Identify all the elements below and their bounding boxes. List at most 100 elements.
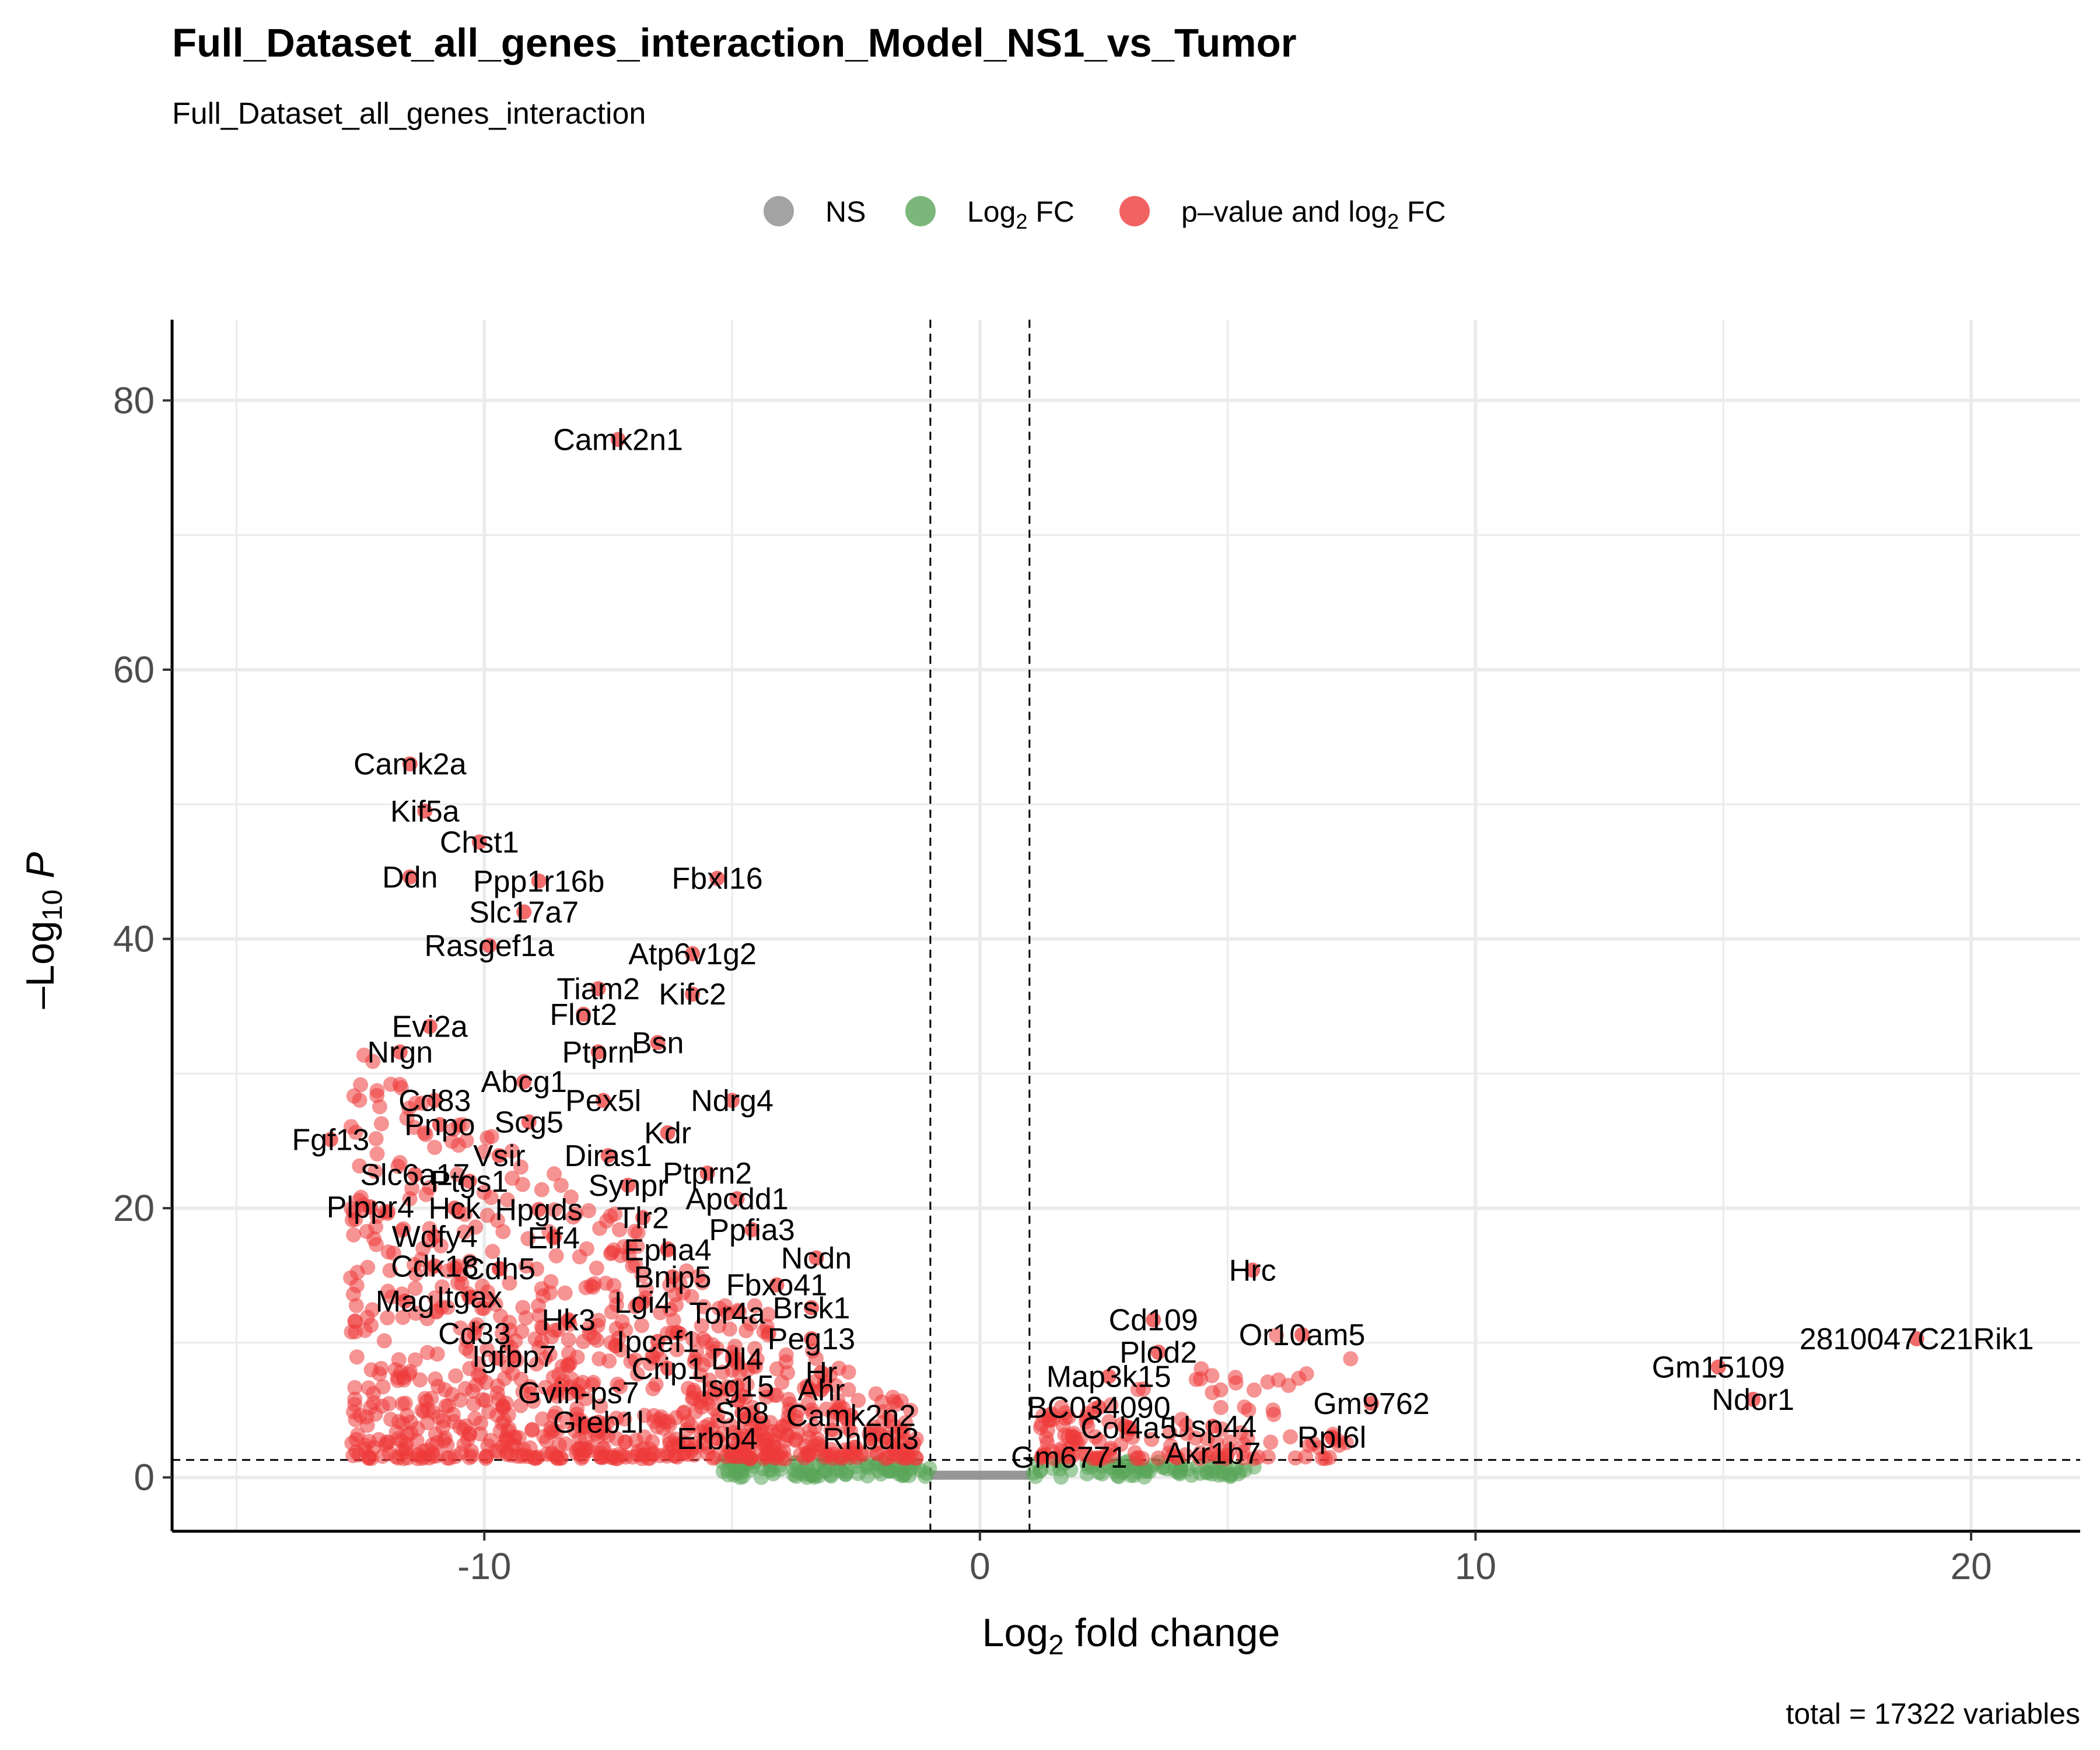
data-point-significant	[390, 1158, 406, 1174]
data-point-significant	[499, 1192, 515, 1208]
gene-label: Ptgs1	[430, 1165, 508, 1199]
data-point-significant	[515, 1300, 531, 1315]
data-point-significant	[586, 1374, 601, 1390]
data-point-significant	[547, 1202, 562, 1217]
data-point-fc	[860, 1468, 876, 1484]
labeled-point	[610, 432, 626, 447]
data-point-significant	[645, 1447, 661, 1463]
data-point-significant	[414, 1096, 430, 1111]
labeled-point	[576, 1006, 592, 1022]
gene-label: Mag	[376, 1284, 435, 1318]
data-point-significant	[1085, 1451, 1101, 1466]
data-point-significant	[576, 1334, 592, 1349]
data-point-significant	[614, 1314, 630, 1329]
data-point-significant	[1054, 1399, 1069, 1415]
gene-label: Cdk18	[391, 1250, 478, 1283]
labeled-point	[724, 1093, 740, 1108]
labeled-point	[729, 1351, 745, 1367]
data-point-significant	[592, 1220, 608, 1236]
data-point-significant	[366, 1395, 382, 1410]
gene-label: Ddn	[382, 860, 438, 894]
data-point-significant	[557, 1285, 573, 1301]
data-point-significant	[842, 1445, 858, 1461]
data-point-significant	[1113, 1437, 1129, 1452]
y-tick-label: 20	[113, 1187, 155, 1229]
labeled-point	[531, 873, 547, 889]
labeled-point	[709, 1430, 725, 1446]
data-point-significant	[1150, 1450, 1166, 1466]
data-points	[323, 432, 1924, 1485]
chart-title: Full_Dataset_all_genes_interaction_Model…	[172, 20, 1297, 65]
gene-label: Or10am5	[1239, 1318, 1366, 1352]
data-point-significant	[589, 1260, 604, 1276]
gene-label: Col4a5	[1080, 1411, 1177, 1445]
data-point-significant	[581, 1203, 597, 1219]
gene-label: Peg13	[768, 1322, 855, 1356]
gene-label: Fbxo41	[726, 1269, 827, 1303]
gene-label: Bsn	[632, 1026, 684, 1060]
labeled-point	[461, 1173, 477, 1189]
data-point-significant	[382, 1396, 397, 1412]
gene-label: Rhbdl3	[823, 1422, 919, 1456]
data-point-fc	[824, 1468, 839, 1484]
labeled-point	[481, 938, 497, 954]
data-point-significant	[1317, 1451, 1333, 1466]
data-point-significant	[1222, 1434, 1237, 1450]
data-point-significant	[478, 1448, 494, 1464]
gene-label: Bnip5	[634, 1261, 712, 1294]
data-point-significant	[869, 1446, 885, 1461]
labeled-point	[1245, 1262, 1261, 1278]
data-point-significant	[491, 1444, 507, 1460]
data-point-significant	[349, 1349, 365, 1365]
data-point-significant	[359, 1224, 374, 1240]
data-point-fc	[1192, 1465, 1208, 1481]
data-point-fc	[1079, 1466, 1095, 1482]
gene-label: Nrgn	[367, 1035, 433, 1069]
data-point-significant	[715, 1364, 730, 1380]
labeled-point	[813, 1382, 829, 1398]
gene-label: Scg5	[494, 1105, 564, 1139]
labeled-point	[590, 981, 606, 996]
data-point-significant	[343, 1119, 359, 1135]
data-point-significant	[491, 1351, 507, 1367]
labeled-point	[803, 1331, 819, 1346]
labeled-point	[1121, 1420, 1136, 1436]
data-point-significant	[461, 1450, 477, 1465]
labeled-point	[1710, 1359, 1726, 1375]
data-point-significant	[701, 1417, 716, 1433]
data-point-significant	[1269, 1328, 1284, 1343]
data-point-significant	[766, 1439, 782, 1455]
gene-label: Hr	[806, 1356, 838, 1390]
labeled-point	[471, 834, 487, 850]
data-point-significant	[353, 1077, 369, 1093]
data-point-significant	[504, 1143, 520, 1159]
data-point-significant	[347, 1391, 363, 1407]
data-point-significant	[1227, 1370, 1243, 1385]
data-point-significant	[598, 1275, 614, 1291]
data-point-significant	[1237, 1399, 1252, 1415]
data-point-significant	[383, 1412, 399, 1427]
gene-label: Vsir	[473, 1139, 526, 1173]
data-point-significant	[559, 1413, 575, 1429]
data-point-significant	[545, 1385, 561, 1401]
data-point-fc	[754, 1469, 769, 1485]
labeled-point	[362, 1199, 378, 1214]
data-point-significant	[347, 1380, 363, 1395]
data-point-significant	[629, 1238, 645, 1254]
data-point-significant	[352, 1158, 368, 1174]
data-point-significant	[474, 1278, 490, 1294]
data-point-significant	[456, 1437, 472, 1452]
data-point-significant	[689, 1345, 705, 1360]
labeled-point	[570, 1385, 586, 1401]
data-point-significant	[344, 1200, 359, 1216]
data-point-significant	[841, 1420, 856, 1436]
data-point-significant	[636, 1408, 652, 1423]
data-point-significant	[419, 1345, 435, 1360]
labeled-point	[1294, 1327, 1310, 1343]
data-point-significant	[1263, 1434, 1279, 1450]
data-point-significant	[607, 1206, 623, 1222]
data-point-significant	[382, 1262, 398, 1278]
data-point-significant	[1144, 1432, 1160, 1447]
data-point-fc	[1223, 1469, 1238, 1485]
y-axis-title: –Log10 P	[18, 852, 68, 1009]
